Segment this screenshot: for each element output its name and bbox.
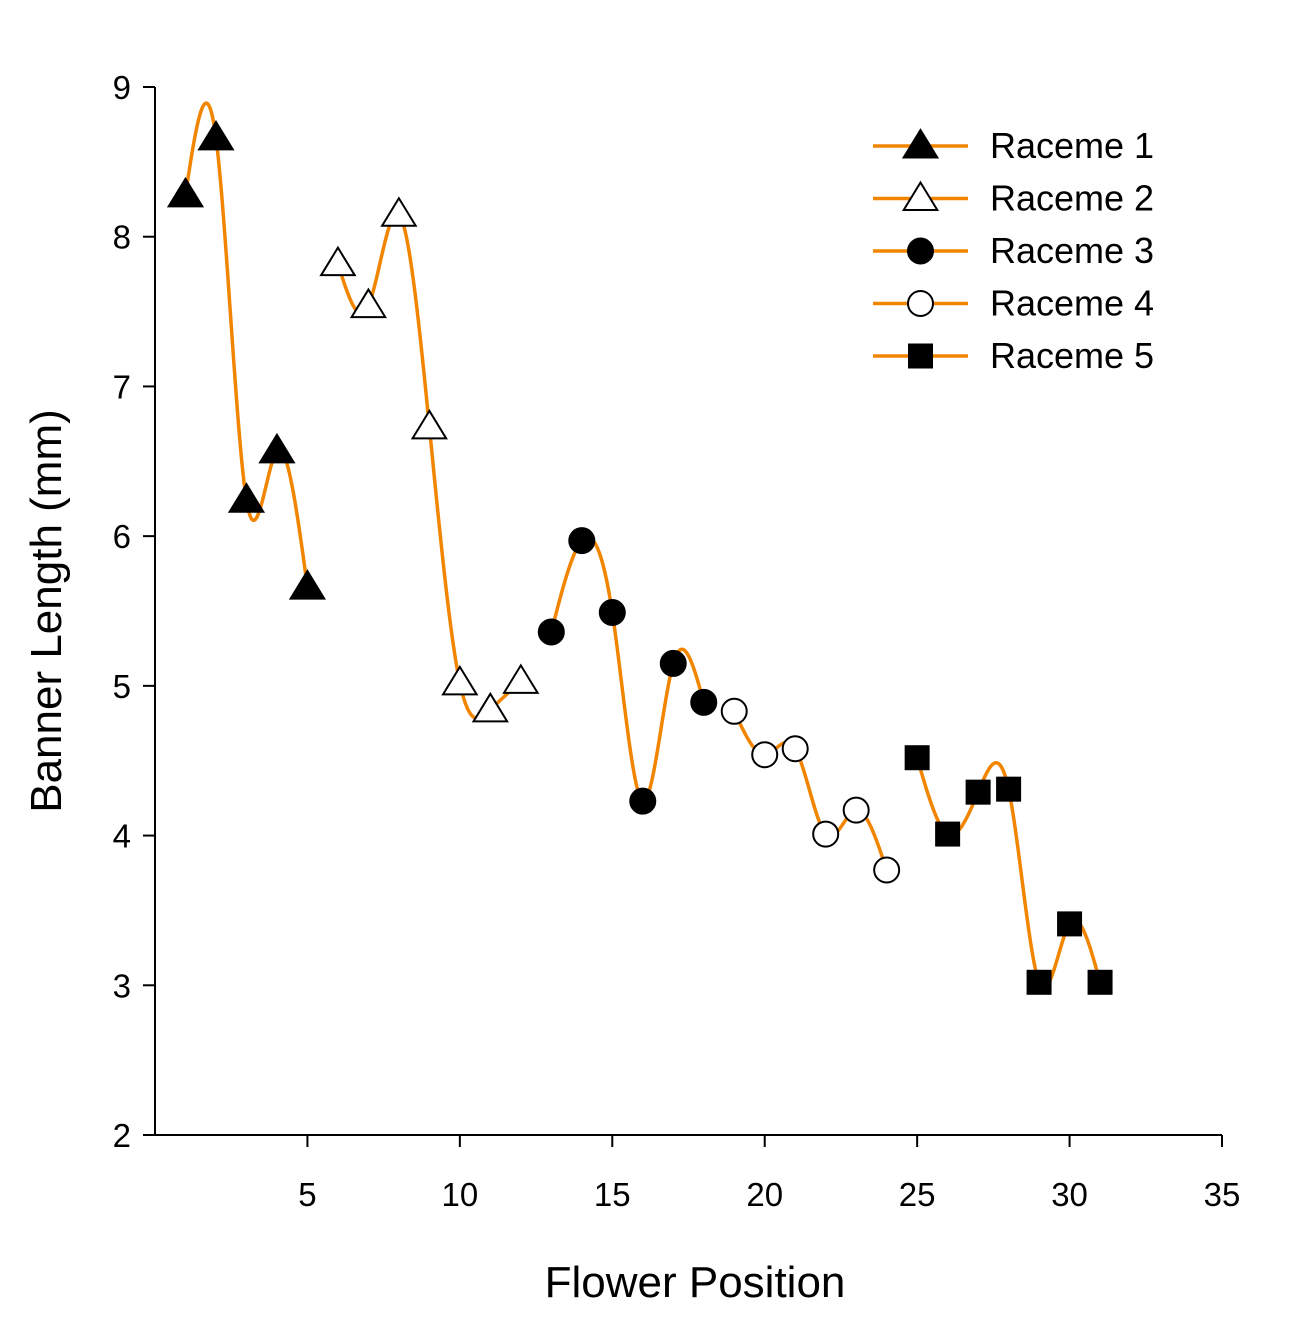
data-point <box>812 820 840 848</box>
data-point <box>904 745 930 771</box>
x-tick-label: 10 <box>441 1176 478 1213</box>
x-tick-label: 20 <box>746 1176 783 1213</box>
data-point <box>349 287 387 319</box>
data-point <box>227 482 266 513</box>
data-point <box>258 432 296 464</box>
x-ticks: 5 10 15 20 25 30 35 <box>298 1135 1240 1213</box>
y-tick-label: 9 <box>113 69 131 106</box>
series-line <box>183 101 310 588</box>
data-point <box>598 598 626 626</box>
data-point <box>502 663 540 694</box>
x-tick-label: 5 <box>298 1176 316 1213</box>
series-raceme-2 <box>319 196 540 723</box>
data-point <box>720 697 748 725</box>
legend-item: Raceme 4 <box>873 283 1154 324</box>
series-layer <box>166 101 1113 995</box>
series-line <box>732 710 889 871</box>
data-point <box>380 196 418 227</box>
legend-label: Raceme 3 <box>990 230 1154 271</box>
y-tick-label: 8 <box>113 219 131 256</box>
x-tick-label: 15 <box>594 1176 631 1213</box>
legend-marker <box>901 128 940 159</box>
y-ticks: 2 3 4 5 6 7 8 9 <box>113 69 155 1154</box>
y-tick-label: 5 <box>113 668 131 705</box>
data-point <box>996 776 1022 802</box>
series-raceme-4 <box>720 697 901 884</box>
series-raceme-1 <box>166 101 327 600</box>
legend-item: Raceme 3 <box>873 230 1154 271</box>
data-point <box>842 796 870 824</box>
legend-marker <box>901 180 940 212</box>
legend-marker <box>907 290 934 317</box>
data-point <box>935 821 961 847</box>
data-point <box>965 779 991 805</box>
data-point <box>690 688 718 716</box>
data-point <box>1026 969 1052 995</box>
x-tick-label: 25 <box>899 1176 936 1213</box>
x-axis-title: Flower Position <box>545 1258 846 1307</box>
data-point <box>441 664 479 696</box>
legend-label: Raceme 4 <box>990 283 1154 324</box>
legend-label: Raceme 2 <box>990 178 1154 219</box>
data-point <box>537 618 565 646</box>
data-point <box>1087 969 1113 995</box>
data-point <box>568 527 596 555</box>
legend-marker <box>907 237 934 265</box>
data-point <box>166 176 205 208</box>
y-tick-label: 3 <box>113 967 131 1004</box>
data-point <box>197 119 235 151</box>
legend-item: Raceme 5 <box>873 335 1154 376</box>
data-point <box>781 735 809 763</box>
legend-item: Raceme 1 <box>873 125 1154 166</box>
data-point <box>629 787 657 815</box>
y-tick-label: 7 <box>113 368 131 405</box>
data-point <box>288 569 327 600</box>
x-tick-label: 30 <box>1051 1176 1088 1213</box>
data-point <box>1057 911 1083 937</box>
data-point <box>659 649 687 677</box>
legend-item: Raceme 2 <box>873 178 1154 219</box>
data-point <box>751 741 779 769</box>
series-raceme-5 <box>904 745 1113 995</box>
data-point <box>410 408 448 440</box>
y-tick-label: 4 <box>113 818 131 855</box>
legend: Raceme 1 Raceme 2 Raceme 3 Raceme 4 Raceme 5 <box>873 125 1154 376</box>
y-axis-title: Banner Length (mm) <box>22 409 71 813</box>
legend-label: Raceme 1 <box>990 125 1154 166</box>
legend-label: Raceme 5 <box>990 335 1154 376</box>
y-tick-label: 2 <box>113 1117 131 1154</box>
legend-marker <box>908 343 933 369</box>
series-raceme-3 <box>537 527 718 815</box>
axes: 2 3 4 5 6 7 8 9 5 10 15 20 25 30 35 <box>113 69 1241 1213</box>
x-tick-label: 35 <box>1204 1176 1241 1213</box>
data-point <box>471 691 509 723</box>
series-line <box>336 211 523 721</box>
data-point <box>873 856 901 884</box>
data-point <box>319 245 357 277</box>
y-tick-label: 6 <box>113 518 131 555</box>
